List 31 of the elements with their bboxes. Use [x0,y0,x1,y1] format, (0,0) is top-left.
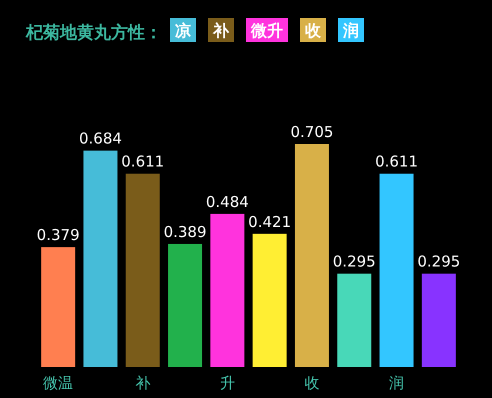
data-label: 0.421 [248,212,292,231]
data-label: 0.611 [121,152,164,171]
bar [252,234,287,367]
data-label: 0.684 [78,130,122,148]
text: 凉 [175,21,191,40]
x-tick-label: 收 [304,374,320,392]
bar [422,274,456,367]
text: 收 [305,21,322,40]
text: 补 [212,21,230,40]
bar [126,174,160,367]
bar [168,244,202,367]
x-tick-label: 升 [220,374,235,392]
bar [380,174,414,367]
x-tick-label: 补 [135,374,150,392]
bar [83,150,118,367]
x-tick-label: 微温 [43,374,74,392]
bar [294,144,329,367]
text: 微升 [250,21,283,40]
text: 润 [342,21,359,40]
chart-title: 杞菊地黄丸方性： [25,23,162,43]
bar [337,274,372,367]
data-label: 0.295 [417,252,460,271]
bar [41,247,76,367]
x-tick-label: 润 [389,374,404,392]
data-label: 0.379 [36,226,80,244]
data-label: 0.389 [164,222,207,241]
data-label: 0.705 [290,123,334,141]
data-label: 0.484 [206,192,249,211]
data-label: 0.611 [375,152,418,171]
bar [210,214,244,367]
data-label: 0.295 [332,252,376,271]
